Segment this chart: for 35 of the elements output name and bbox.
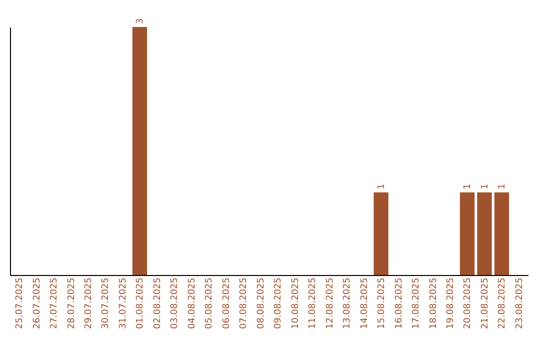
x-tick-label: 25.07.2025 [15,278,26,330]
x-tick-label: 22.08.2025 [498,278,508,330]
data-label: 3 [136,18,146,24]
x-tick-label: 07.08.2025 [239,278,250,330]
x-tick-label: 01.08.2025 [136,278,146,330]
x-tick-label: 06.08.2025 [222,278,232,330]
data-label: 1 [498,184,508,190]
x-tick-label: 18.08.2025 [428,278,439,330]
x-tick-label: 15.08.2025 [377,278,388,330]
data-label: 1 [463,184,474,190]
x-tick-label: 19.08.2025 [446,278,456,330]
x-tick-label: 31.07.2025 [118,278,128,330]
x-tick-label: 21.08.2025 [480,278,490,330]
x-tick-label: 17.08.2025 [412,278,422,330]
x-tick-label: 30.07.2025 [101,278,112,330]
x-tick-label: 27.07.2025 [50,278,60,330]
x-tick-label: 02.08.2025 [152,278,163,330]
x-tick-label: 20.08.2025 [463,278,474,330]
x-tick-label: 13.08.2025 [342,278,353,330]
x-tick-label: 16.08.2025 [394,278,404,330]
x-tick-label: 08.08.2025 [256,278,266,330]
x-tick-label: 04.08.2025 [187,278,198,330]
data-label: 1 [480,184,490,190]
x-tick-label: 14.08.2025 [360,278,370,330]
x-tick-label: 10.08.2025 [290,278,301,330]
x-tick-label: 09.08.2025 [274,278,284,330]
x-tick-label: 23.08.2025 [514,278,525,330]
x-tick-label: 03.08.2025 [170,278,180,330]
x-tick-label: 28.07.2025 [66,278,77,330]
x-tick-label: 05.08.2025 [204,278,215,330]
x-tick-label: 11.08.2025 [308,278,318,330]
x-tick-label: 26.07.2025 [32,278,42,330]
x-tick-label: 29.07.2025 [84,278,94,330]
data-label: 1 [377,184,388,190]
x-tick-label: 12.08.2025 [325,278,336,330]
